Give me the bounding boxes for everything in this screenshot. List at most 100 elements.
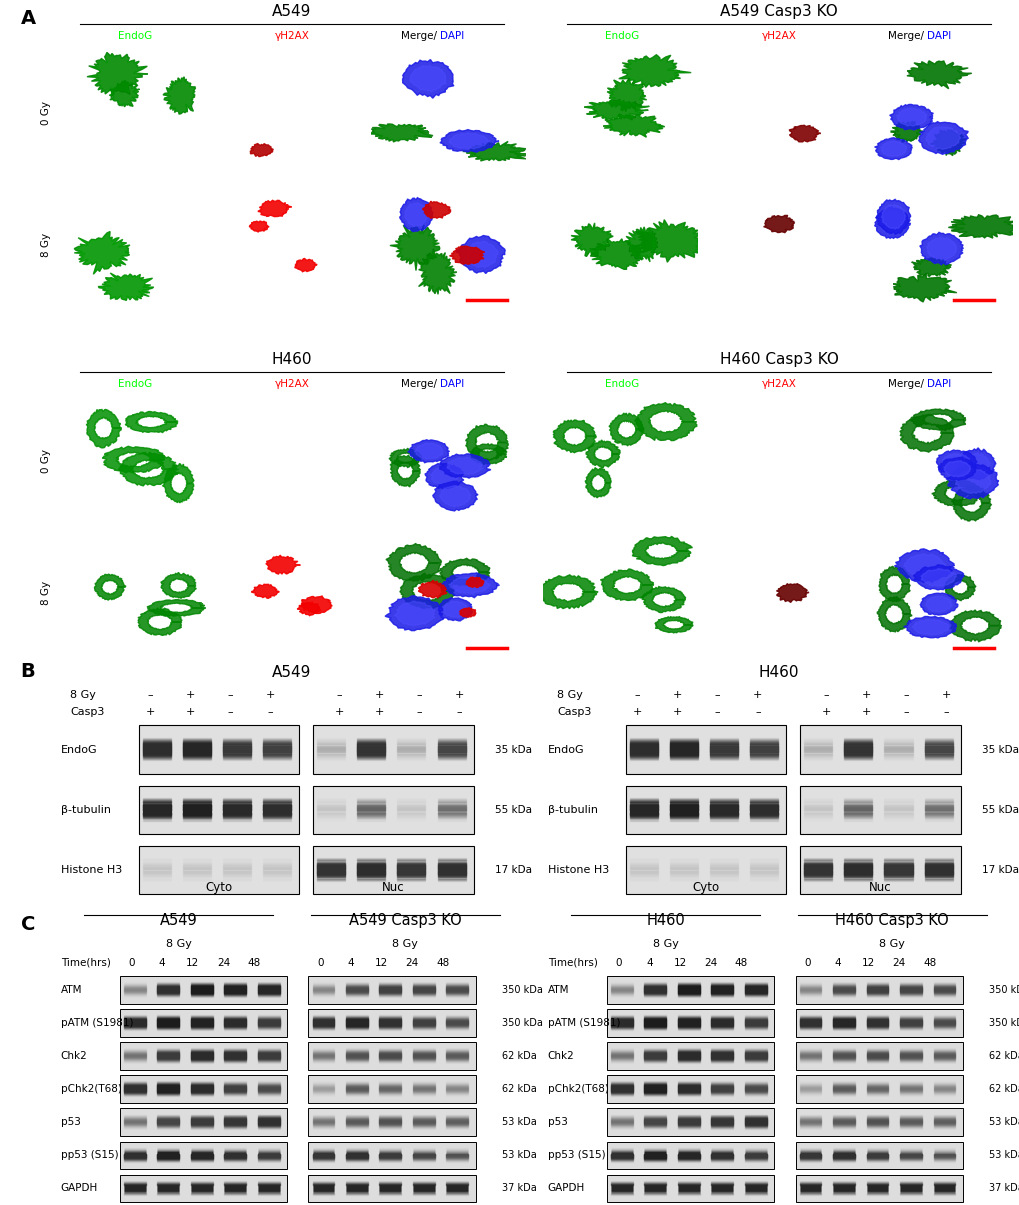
Polygon shape [163,77,196,114]
Polygon shape [403,59,453,98]
Bar [625,786,786,834]
Text: 55 kDa: 55 kDa [981,805,1018,815]
Polygon shape [957,448,995,480]
Text: Cyto: Cyto [692,881,718,894]
Text: 0: 0 [317,958,323,968]
Text: pp53 (S15): pp53 (S15) [61,1151,118,1160]
Bar [606,1175,773,1203]
Text: 24: 24 [406,958,419,968]
Text: 48: 48 [436,958,449,968]
Text: Histone H3: Histone H3 [547,865,608,875]
Polygon shape [903,554,945,577]
Text: 48: 48 [922,958,935,968]
Text: –: – [457,706,462,717]
Text: 4: 4 [834,958,841,968]
Text: 12: 12 [673,958,686,968]
Text: +: + [632,706,642,717]
Polygon shape [894,275,954,301]
Text: Nuc: Nuc [382,881,405,894]
Polygon shape [896,108,926,127]
Polygon shape [249,221,269,233]
Polygon shape [162,464,194,502]
Text: 53 kDa: 53 kDa [988,1151,1019,1160]
Polygon shape [432,481,478,511]
Text: ATM: ATM [61,986,83,995]
Polygon shape [443,601,467,617]
Polygon shape [894,548,954,582]
Text: 37 kDa: 37 kDa [501,1183,536,1193]
Text: Casp3: Casp3 [70,706,105,717]
Polygon shape [585,468,610,498]
Bar [795,1109,962,1136]
Text: H460: H460 [271,353,312,368]
Polygon shape [408,440,449,463]
Text: H460 Casp3 KO: H460 Casp3 KO [718,353,838,368]
Polygon shape [368,124,431,141]
Text: –: – [416,689,422,700]
Text: A549: A549 [272,665,312,680]
Polygon shape [448,576,490,594]
Text: EndoG: EndoG [61,745,98,754]
Text: 4: 4 [159,958,165,968]
Polygon shape [465,424,507,460]
Polygon shape [385,595,443,630]
Polygon shape [102,446,164,472]
Text: p53: p53 [547,1117,568,1128]
Text: 0 Gy: 0 Gy [41,101,51,125]
Polygon shape [399,574,454,609]
Text: 0 Gy: 0 Gy [41,449,51,474]
Polygon shape [929,130,965,155]
Polygon shape [876,596,911,631]
Polygon shape [586,440,620,469]
Bar [795,1010,962,1038]
Bar [795,1075,962,1104]
Polygon shape [945,463,998,499]
Text: +: + [374,689,383,700]
Text: β-tubulin: β-tubulin [547,805,597,815]
Polygon shape [366,124,433,142]
Polygon shape [891,122,922,142]
Polygon shape [446,458,483,475]
Polygon shape [109,81,140,107]
Text: 8 Gy: 8 Gy [41,233,51,257]
Text: 4: 4 [347,958,354,968]
Polygon shape [252,584,279,599]
Polygon shape [600,569,653,600]
Text: A549 Casp3 KO: A549 Casp3 KO [719,5,837,19]
Text: γH2AX: γH2AX [274,31,309,41]
Polygon shape [909,408,965,430]
Text: 350 kDa: 350 kDa [988,986,1019,995]
Polygon shape [294,258,317,271]
Polygon shape [258,200,291,217]
Polygon shape [538,575,597,609]
Polygon shape [87,410,121,448]
Text: GAPDH: GAPDH [547,1183,585,1193]
Polygon shape [626,228,656,261]
Text: 37 kDa: 37 kDa [988,1183,1019,1193]
Polygon shape [463,241,497,268]
Polygon shape [393,601,435,625]
Bar [606,1109,773,1136]
Polygon shape [873,137,911,159]
Polygon shape [635,219,704,263]
Polygon shape [266,556,301,574]
Polygon shape [637,221,703,261]
Text: Chk2: Chk2 [61,1051,88,1062]
Bar [119,976,287,1004]
Text: Time(hrs): Time(hrs) [547,958,597,968]
Text: Merge/: Merge/ [400,380,436,389]
Text: 48: 48 [734,958,747,968]
Text: Merge/: Merge/ [400,31,436,41]
Polygon shape [590,240,643,269]
Polygon shape [466,577,484,588]
Text: γH2AX: γH2AX [761,380,796,389]
Text: –: – [822,689,828,700]
Text: +: + [673,706,682,717]
Text: H460: H460 [646,913,685,928]
Text: 62 kDa: 62 kDa [501,1084,536,1094]
Bar [313,725,473,774]
Text: +: + [861,689,870,700]
Polygon shape [75,233,128,274]
Text: H460: H460 [758,665,799,680]
Polygon shape [125,412,177,433]
